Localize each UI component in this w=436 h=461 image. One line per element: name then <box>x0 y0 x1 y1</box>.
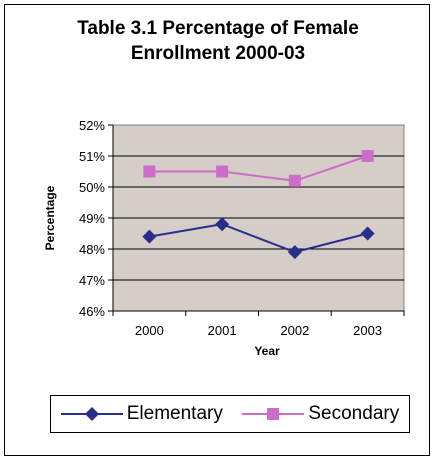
data-point-elementary-2002 <box>287 245 302 260</box>
legend-item-elementary: Elementary <box>60 403 223 425</box>
legend-marker-elementary <box>60 407 123 421</box>
x-tick-labels: 2000 2001 2002 2003 <box>135 323 382 338</box>
y-tick-label-51: 51% <box>79 149 105 164</box>
legend: Elementary Secondary <box>50 395 410 433</box>
series-markers <box>142 150 375 260</box>
legend-label-secondary: Secondary <box>308 403 400 424</box>
x-tick-label-2000: 2000 <box>135 323 164 338</box>
data-point-elementary-2000 <box>142 229 157 244</box>
x-tick-label-2001: 2001 <box>208 323 237 338</box>
data-point-secondary-2003 <box>361 150 374 162</box>
x-tick-label-2003: 2003 <box>353 323 382 338</box>
data-point-secondary-2001 <box>216 165 229 178</box>
legend-label-elementary: Elementary <box>126 403 223 424</box>
x-tick-label-2002: 2002 <box>280 323 309 338</box>
data-point-elementary-2003 <box>360 226 375 241</box>
axes <box>108 124 405 316</box>
legend-marker-secondary <box>242 408 305 420</box>
y-tick-label-49: 49% <box>79 211 105 226</box>
gridlines <box>113 155 404 281</box>
data-point-elementary-2001 <box>215 217 230 232</box>
y-tick-label-47: 47% <box>79 273 105 288</box>
y-tick-label-46: 46% <box>79 304 105 319</box>
y-tick-labels: 46% 47% 48% 49% 50% 51% 52% <box>79 118 105 319</box>
series-line-secondary <box>149 155 368 182</box>
y-tick-label-52: 52% <box>79 118 105 133</box>
y-tick-label-50: 50% <box>79 180 105 195</box>
legend-item-secondary: Secondary <box>242 403 399 425</box>
chart-title: Table 3.1 Percentage of Female Enrollmen… <box>0 16 436 66</box>
y-tick-label-48: 48% <box>79 242 105 257</box>
x-axis-label: Year <box>254 344 280 358</box>
series-line-elementary <box>149 223 368 254</box>
data-point-secondary-2002 <box>288 174 301 187</box>
series-lines <box>149 155 368 254</box>
chart-title-line-2: Enrollment 2000-03 <box>130 43 306 64</box>
data-point-secondary-2000 <box>143 165 156 178</box>
chart-title-line-1: Table 3.1 Percentage of Female <box>77 18 359 39</box>
y-axis-label: Percentage <box>43 185 57 250</box>
